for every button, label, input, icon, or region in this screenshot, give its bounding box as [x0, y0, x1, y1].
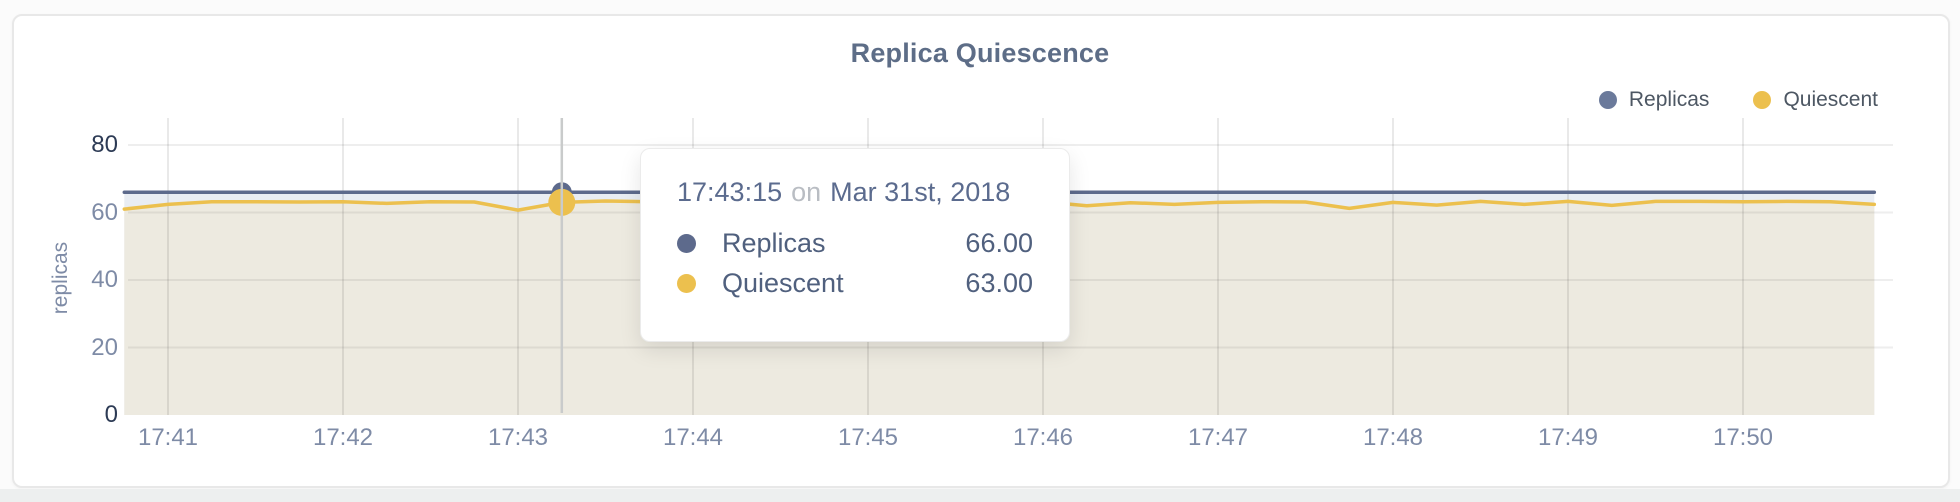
- quiescent-legend-dot-icon: [1753, 91, 1772, 109]
- tooltip-value-replicas: 66.00: [965, 227, 1033, 258]
- y-axis-title: replicas: [49, 241, 72, 315]
- x-tick-label: 17:47: [1187, 424, 1249, 451]
- chart-title: Replica Quiescence: [850, 38, 1110, 68]
- tooltip-label-quiescent: Quiescent: [722, 267, 844, 298]
- tooltip-header: 17:43:15 on Mar 31st, 2018: [677, 175, 1033, 209]
- quiescent-series-dot-icon: [677, 273, 696, 293]
- y-tick-label: 80: [91, 131, 118, 158]
- tooltip-label-replicas: Replicas: [722, 227, 826, 258]
- legend-label-replicas: Replicas: [1628, 88, 1710, 111]
- legend-label-quiescent: Quiescent: [1783, 88, 1878, 111]
- legend: Replicas Quiescent: [1598, 88, 1878, 112]
- y-tick-label: 40: [91, 266, 118, 293]
- tooltip-value-quiescent: 63.00: [965, 267, 1033, 298]
- tooltip-row-replicas: Replicas 66.00: [677, 223, 1033, 263]
- tooltip-connector: on: [791, 177, 822, 207]
- y-tick-label: 60: [91, 198, 118, 226]
- chart-tooltip: 17:43:15 on Mar 31st, 2018 Replicas 66.00 …: [640, 148, 1070, 342]
- page-background-strip: [0, 489, 1960, 502]
- replicas-legend-dot-icon: [1598, 91, 1617, 109]
- x-tick-label: 17:44: [662, 424, 724, 451]
- tooltip-row-quiescent: Quiescent 63.00: [677, 263, 1033, 303]
- y-tick-label: 0: [104, 401, 118, 428]
- legend-item-replicas[interactable]: Replicas: [1598, 88, 1710, 112]
- x-tick-label: 17:43: [487, 424, 549, 451]
- x-tick-label: 17:46: [1012, 424, 1074, 451]
- legend-item-quiescent[interactable]: Quiescent: [1753, 88, 1878, 112]
- tooltip-time: 17:43:15: [677, 177, 783, 207]
- x-tick-label: 17:42: [312, 424, 374, 451]
- tooltip-date: Mar 31st, 2018: [830, 177, 1011, 207]
- y-tick-label: 20: [91, 333, 118, 361]
- replicas-series-dot-icon: [677, 233, 696, 253]
- x-tick-label: 17:45: [837, 424, 899, 451]
- x-tick-label: 17:48: [1362, 424, 1424, 451]
- x-tick-label: 17:50: [1712, 424, 1774, 451]
- x-tick-label: 17:49: [1537, 424, 1599, 451]
- x-tick-label: 17:41: [137, 424, 199, 451]
